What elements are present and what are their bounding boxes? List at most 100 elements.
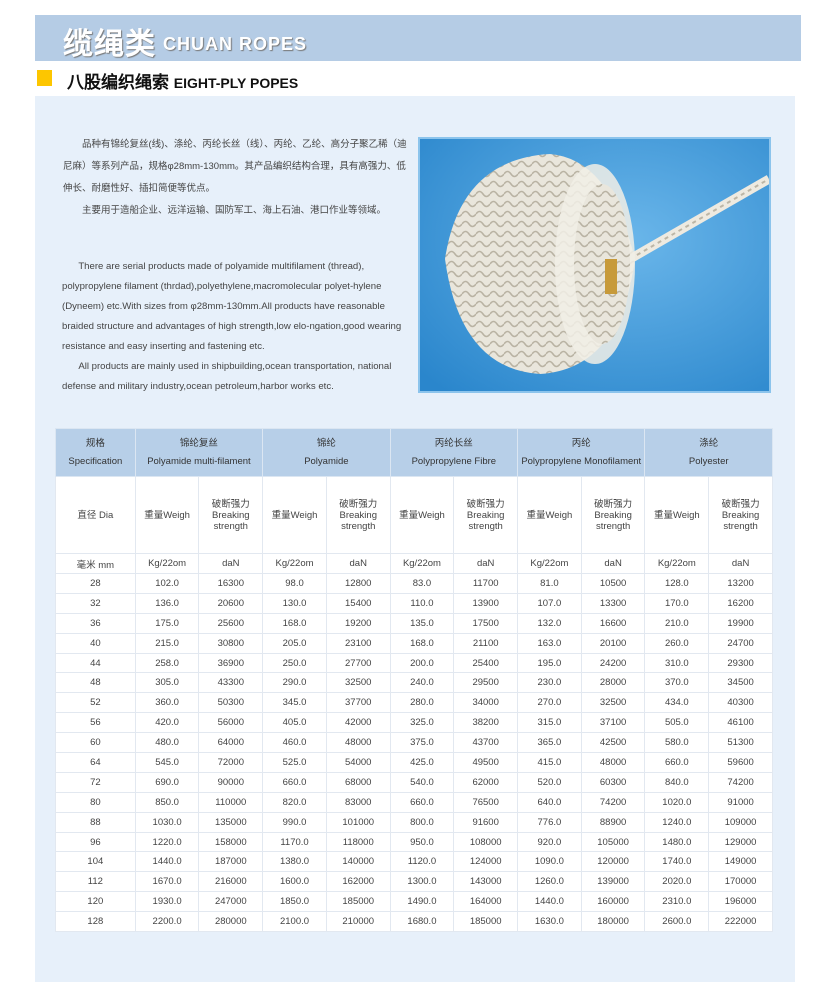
specification-table: 规格 Specification 锦纶复丝 Polyamide multi-fila… bbox=[55, 428, 773, 933]
weight-cell: 525.0 bbox=[262, 752, 327, 773]
weight-cell: 98.0 bbox=[262, 573, 327, 594]
weight-cell: 1300.0 bbox=[389, 871, 455, 893]
weight-cell: 130.0 bbox=[262, 592, 327, 614]
unit-break: daN bbox=[453, 553, 519, 574]
dia-cell: 32 bbox=[55, 592, 136, 614]
spec-header-cn: 规格 bbox=[85, 437, 105, 449]
weight-cell: 990.0 bbox=[262, 811, 327, 833]
breaking-en: Breaking bbox=[721, 509, 760, 521]
breaking-cell: 56000 bbox=[198, 712, 264, 734]
breaking-cell: 216000 bbox=[198, 871, 264, 893]
unit-weight: Kg/22om bbox=[517, 553, 582, 574]
breaking-cell: 90000 bbox=[198, 771, 264, 793]
breaking-cell: 162000 bbox=[325, 871, 391, 893]
breaking-cell: 109000 bbox=[708, 811, 773, 833]
dia-header: 直径 Dia bbox=[55, 476, 136, 554]
breaking-cell: 21100 bbox=[453, 632, 519, 654]
breaking-cell: 46100 bbox=[708, 712, 773, 734]
breaking-cell: 210000 bbox=[325, 911, 391, 933]
breaking-cell: 32500 bbox=[580, 692, 646, 714]
dia-cell: 104 bbox=[55, 851, 136, 873]
table-row: 96 1220.0 158000 1170.0 118000 950.0 108000 920… bbox=[55, 831, 773, 853]
weight-cell: 1030.0 bbox=[134, 811, 200, 833]
section-marker bbox=[37, 70, 52, 86]
breaking-cell: 13200 bbox=[708, 573, 773, 594]
breaking-cell: 59600 bbox=[708, 752, 773, 773]
table-row: 40 215.0 30800 205.0 23100 168.0 21100 163.0 201… bbox=[55, 632, 773, 654]
breaking-cell: 16300 bbox=[198, 573, 264, 594]
breaking-cell: 11700 bbox=[453, 573, 519, 594]
breaking-cell: 23100 bbox=[325, 632, 391, 654]
dia-cell: 28 bbox=[55, 573, 136, 594]
material-en: Polyester bbox=[688, 455, 729, 467]
dia-cell: 44 bbox=[55, 652, 136, 674]
weight-cell: 258.0 bbox=[134, 652, 200, 674]
weight-cell: 1600.0 bbox=[262, 871, 327, 893]
table-row: 64 545.0 72000 525.0 54000 425.0 49500 415.0 480… bbox=[55, 752, 773, 773]
breaking-cell: 38200 bbox=[453, 712, 519, 734]
breaking-cell: 34000 bbox=[453, 692, 519, 714]
breaking-cell: 140000 bbox=[325, 851, 391, 873]
table-row: 128 2200.0 280000 2100.0 210000 1680.0 185000 1… bbox=[55, 911, 773, 933]
dia-cell: 96 bbox=[55, 831, 136, 853]
breaking-cell: 51300 bbox=[708, 732, 773, 754]
weight-cell: 660.0 bbox=[262, 771, 327, 793]
weight-cell: 210.0 bbox=[644, 612, 710, 634]
breaking-cell: 101000 bbox=[325, 811, 391, 833]
material-header-row: 规格 Specification 锦纶复丝 Polyamide multi-fila… bbox=[55, 428, 773, 477]
weight-header: 重量Weigh bbox=[644, 476, 710, 554]
breaking-cell: 247000 bbox=[198, 891, 264, 913]
breaking-cell: 139000 bbox=[580, 871, 646, 893]
breaking-cell: 110000 bbox=[198, 791, 264, 813]
breaking-cell: 16200 bbox=[708, 592, 773, 614]
weight-cell: 434.0 bbox=[644, 692, 710, 714]
breaking-cell: 49500 bbox=[453, 752, 519, 773]
weight-cell: 950.0 bbox=[389, 831, 455, 853]
table-row: 52 360.0 50300 345.0 37700 280.0 34000 270.0 325… bbox=[55, 692, 773, 714]
breaking-cn: 破断强力 bbox=[211, 498, 250, 510]
rope-coil-photo bbox=[418, 137, 772, 393]
material-cn: 锦纶复丝 bbox=[179, 437, 218, 449]
breaking-cell: 43300 bbox=[198, 672, 264, 694]
weight-cell: 1170.0 bbox=[262, 831, 327, 853]
dia-cell: 64 bbox=[55, 752, 136, 773]
breaking-cell: 222000 bbox=[708, 911, 773, 933]
breaking-cell: 185000 bbox=[453, 911, 519, 933]
weight-cell: 168.0 bbox=[389, 632, 455, 654]
weight-cell: 215.0 bbox=[134, 632, 200, 654]
weight-cell: 1670.0 bbox=[134, 871, 200, 893]
breaking-cell: 24700 bbox=[708, 632, 773, 654]
breaking-header: 破断强力 Breaking strength bbox=[580, 476, 646, 554]
weight-cell: 102.0 bbox=[134, 573, 200, 594]
weight-cell: 1930.0 bbox=[134, 891, 200, 913]
weight-cell: 660.0 bbox=[644, 752, 710, 773]
breaking-cell: 42000 bbox=[325, 712, 391, 734]
weight-cell: 163.0 bbox=[517, 632, 582, 654]
breaking-cell: 13900 bbox=[453, 592, 519, 614]
material-en: Polyamide multi-filament bbox=[147, 455, 251, 467]
breaking-cell: 124000 bbox=[453, 851, 519, 873]
breaking-cell: 30800 bbox=[198, 632, 264, 654]
breaking-cell: 158000 bbox=[198, 831, 264, 853]
breaking-cell: 43700 bbox=[453, 732, 519, 754]
weight-cell: 460.0 bbox=[262, 732, 327, 754]
weight-cell: 1090.0 bbox=[517, 851, 582, 873]
breaking-cell: 34500 bbox=[708, 672, 773, 694]
table-row: 60 480.0 64000 460.0 48000 375.0 43700 365.0 425… bbox=[55, 732, 773, 754]
strength-en: strength bbox=[595, 520, 631, 532]
weight-cell: 2310.0 bbox=[644, 891, 710, 913]
breaking-cell: 60300 bbox=[580, 771, 646, 793]
weight-cell: 375.0 bbox=[389, 732, 455, 754]
breaking-cell: 42500 bbox=[580, 732, 646, 754]
weight-cell: 260.0 bbox=[644, 632, 710, 654]
unit-weight: Kg/22om bbox=[644, 553, 710, 574]
weight-cell: 200.0 bbox=[389, 652, 455, 674]
weight-cell: 640.0 bbox=[517, 791, 582, 813]
table-row: 36 175.0 25600 168.0 19200 135.0 17500 132.0 166… bbox=[55, 612, 773, 634]
dia-cell: 36 bbox=[55, 612, 136, 634]
material-header: 丙纶 Polypropylene Monofilament bbox=[517, 428, 646, 477]
category-banner: 缆绳类 CHUAN ROPES bbox=[35, 15, 801, 61]
weight-cell: 1490.0 bbox=[389, 891, 455, 913]
breaking-en: Breaking bbox=[594, 509, 632, 521]
breaking-header: 破断强力 Breaking strength bbox=[198, 476, 264, 554]
